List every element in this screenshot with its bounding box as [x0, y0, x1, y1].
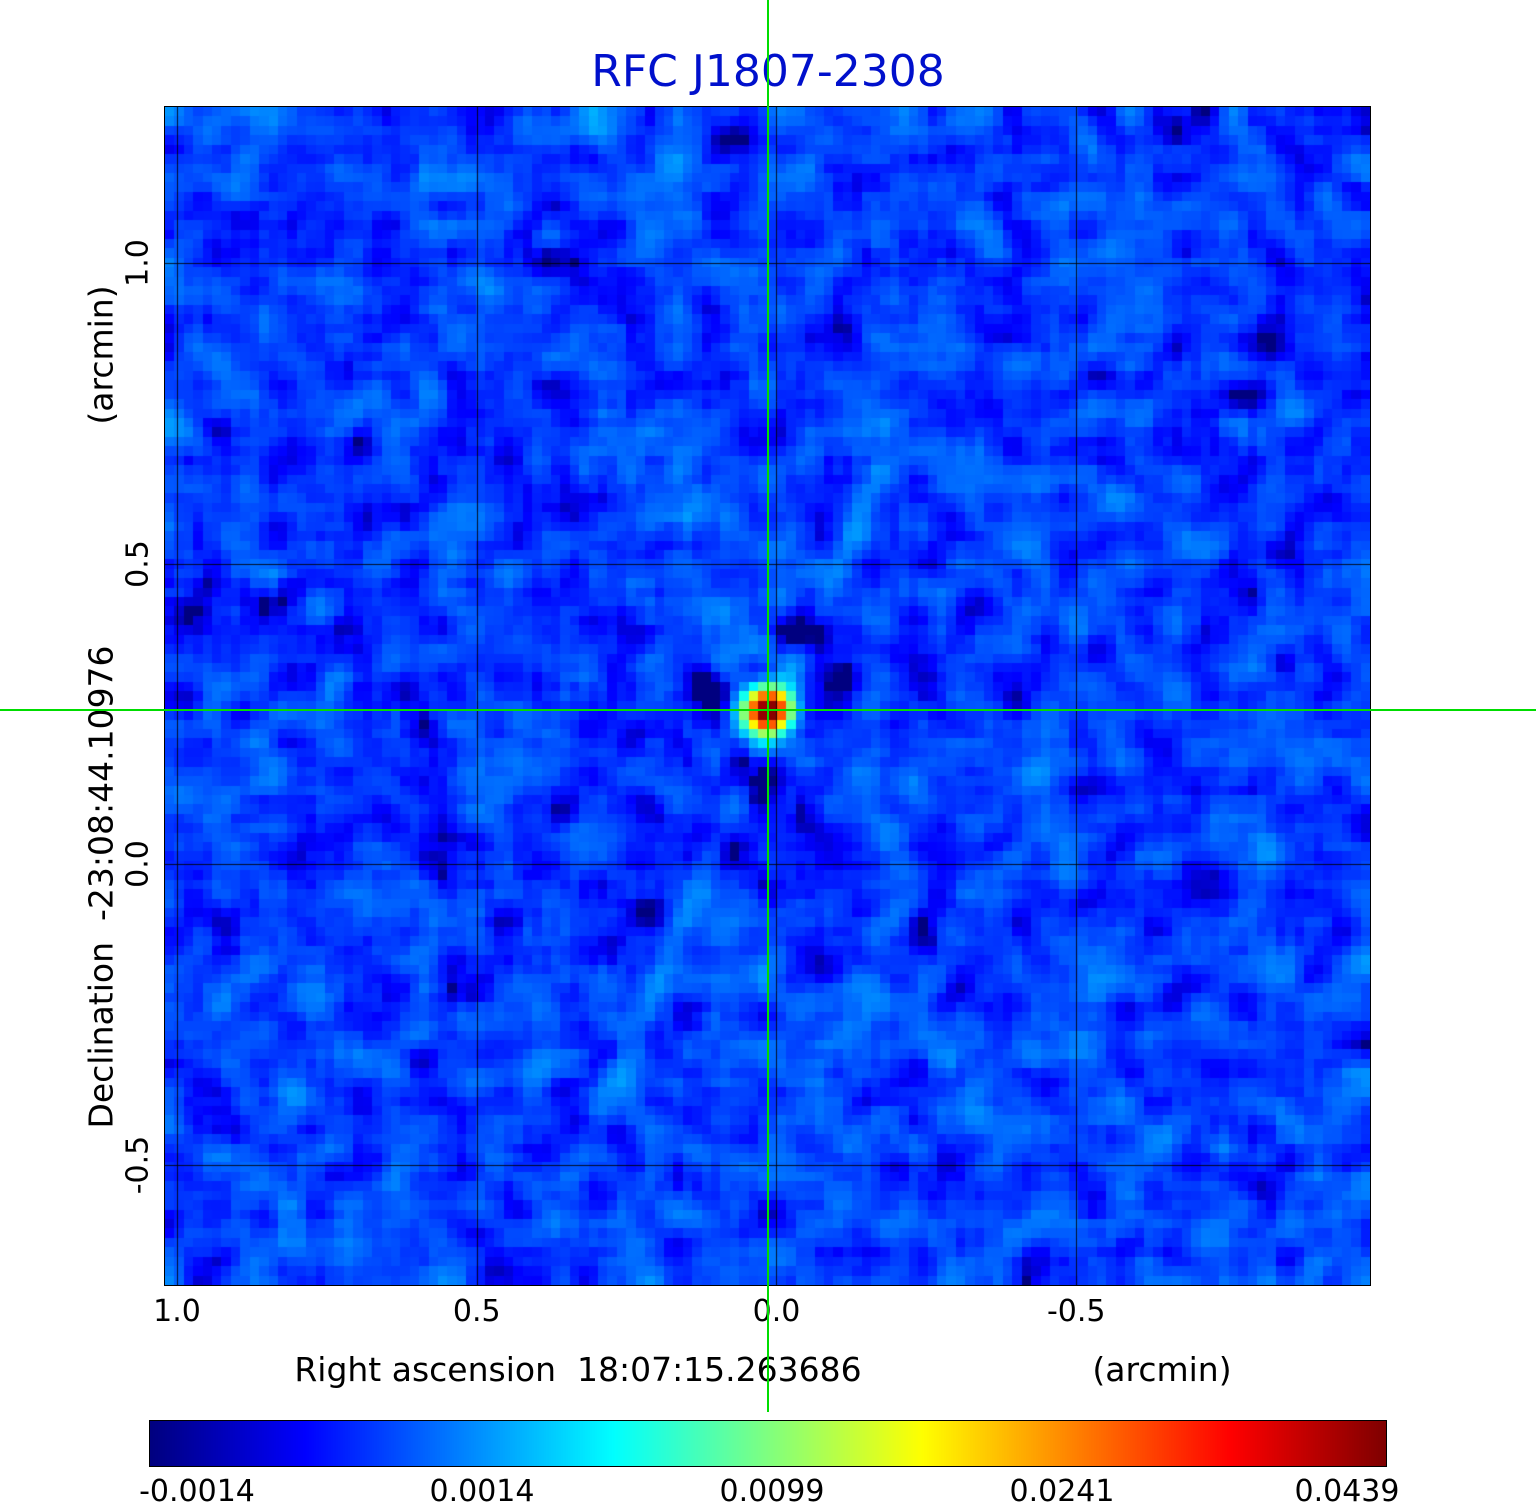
- crosshair-horizontal-line: [0, 709, 1536, 711]
- crosshair-vertical-line: [767, 0, 769, 1412]
- y-tick-label: 0.5: [120, 539, 156, 588]
- y-tick-label: 0.0: [120, 840, 156, 889]
- x-tick-label: 0.0: [752, 1294, 801, 1329]
- x-axis-label: Right ascension 18:07:15.263686: [294, 1350, 862, 1389]
- colorbar-tick-label: 0.0099: [719, 1474, 825, 1509]
- colorbar-tick-label: 0.0439: [1294, 1474, 1400, 1509]
- colorbar-tick-label: -0.0014: [139, 1474, 255, 1509]
- x-tick-label: 0.5: [452, 1294, 501, 1329]
- colorbar-tick-label: 0.0014: [429, 1474, 535, 1509]
- colorbar-tick-label: 0.0241: [1009, 1474, 1115, 1509]
- y-axis-label: Declination -23:08:44.10976: [81, 645, 121, 1129]
- y-tick-label: -0.5: [120, 1135, 156, 1195]
- y-tick-label: 1.0: [120, 239, 156, 288]
- x-tick-label: -0.5: [1046, 1294, 1106, 1329]
- colorbar-gradient-canvas: [150, 1421, 1386, 1466]
- plot-title: RFC J1807-2308: [591, 46, 945, 97]
- x-axis-unit-label: (arcmin): [1092, 1350, 1232, 1389]
- x-tick-label: 1.0: [153, 1294, 201, 1329]
- colorbar: [149, 1420, 1387, 1467]
- y-axis-unit-label: (arcmin): [81, 285, 121, 425]
